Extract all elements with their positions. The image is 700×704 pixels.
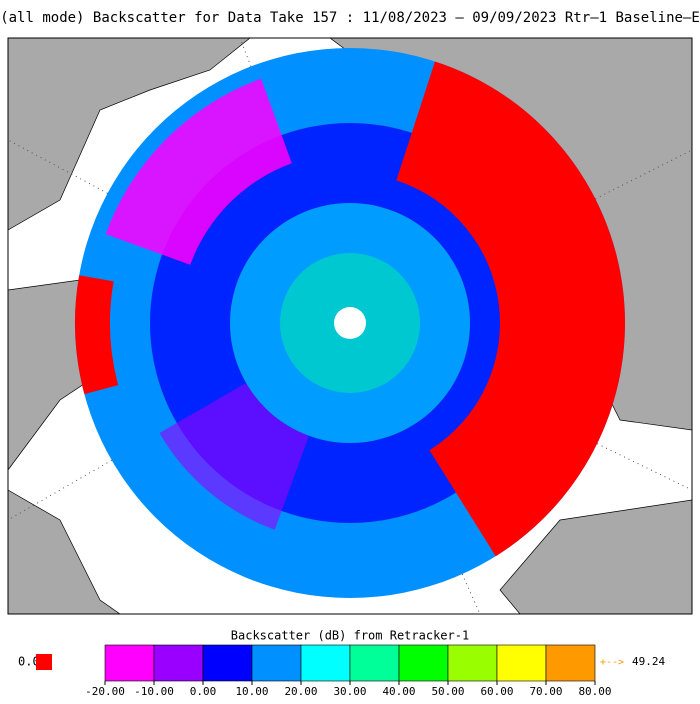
data-disk bbox=[75, 48, 625, 598]
pole-hole bbox=[334, 307, 366, 339]
map-frame bbox=[7, 37, 693, 615]
colorbar-tick-label: 60.00 bbox=[480, 685, 513, 698]
colorbar-label: Backscatter (dB) from Retracker-1 bbox=[231, 629, 469, 643]
colorbar-segment bbox=[496, 644, 547, 682]
colorbar-tick-label: 30.00 bbox=[333, 685, 366, 698]
colorbar-segment bbox=[447, 644, 498, 682]
colorbar-tick-label: -10.00 bbox=[134, 685, 174, 698]
colorbar-segment bbox=[300, 644, 351, 682]
colorbar-tick-label: -20.00 bbox=[85, 685, 125, 698]
colorbar-segment bbox=[202, 644, 253, 682]
colorbar-tick-label: 50.00 bbox=[431, 685, 464, 698]
colorbar-tick-label: 10.00 bbox=[235, 685, 268, 698]
colorbar-segment bbox=[153, 644, 204, 682]
above-value: 49.24 bbox=[632, 655, 665, 668]
disk-red-left bbox=[75, 275, 119, 395]
disk-magenta-2 bbox=[159, 383, 309, 530]
colorbar-tick-label: 70.00 bbox=[529, 685, 562, 698]
colorbar: -20.00 -10.00 0.00 10.00 20.00 30.00 40.00 50.0… bbox=[85, 644, 612, 698]
below-swatch bbox=[36, 654, 52, 670]
below-label: 0.0 bbox=[18, 655, 40, 669]
colorbar-segment bbox=[398, 644, 449, 682]
colorbar-segment bbox=[251, 644, 302, 682]
colorbar-tick-label: 20.00 bbox=[284, 685, 317, 698]
colorbar-segment bbox=[545, 644, 596, 682]
above-arrow: +--> bbox=[600, 657, 624, 668]
colorbar-segment bbox=[104, 644, 155, 682]
map bbox=[8, 38, 692, 614]
disk-magenta bbox=[105, 78, 292, 265]
colorbar-segment bbox=[349, 644, 400, 682]
disk-red bbox=[396, 61, 625, 557]
colorbar-tick-label: 40.00 bbox=[382, 685, 415, 698]
colorbar-tick-label: 0.00 bbox=[190, 685, 217, 698]
colorbar-tick-label: 80.00 bbox=[578, 685, 611, 698]
title: (all mode) Backscatter for Data Take 157… bbox=[0, 10, 700, 26]
